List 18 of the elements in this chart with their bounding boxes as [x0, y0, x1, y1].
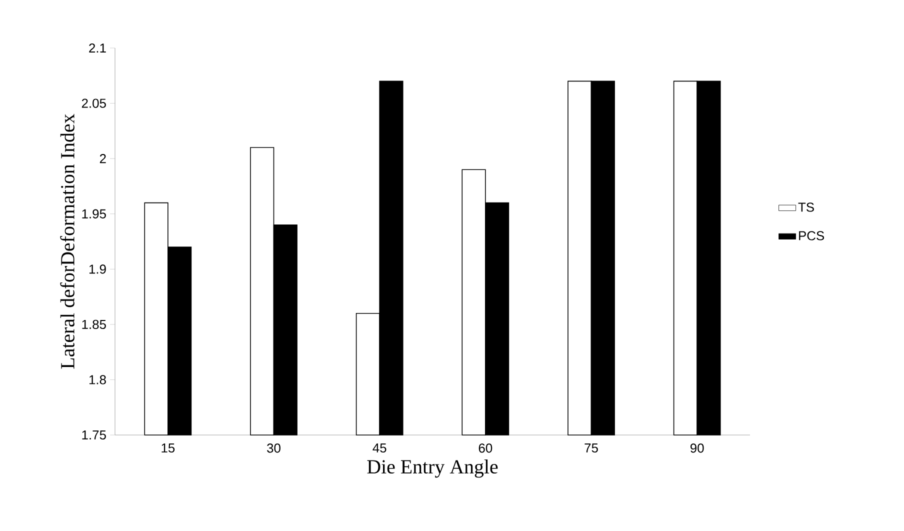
x-axis-title: Die Entry Angle: [367, 460, 498, 478]
y-tick-label: 2: [100, 154, 106, 164]
y-tick-label: 1.8: [89, 375, 106, 384]
y-tick-label: 1.95: [82, 209, 106, 218]
y-tick-label: 1.75: [82, 430, 106, 440]
y-tick-label: 2.1: [89, 43, 106, 53]
y-axis-title: Lateral deforDeformation Index: [60, 114, 74, 369]
legend-label: PCS: [799, 231, 824, 240]
y-tick-label: 1.9: [89, 264, 106, 274]
x-tick-label: 15: [162, 444, 175, 453]
legend-label: TS: [798, 202, 814, 212]
x-tick-label: 60: [478, 444, 492, 453]
x-tick-label: 45: [372, 444, 386, 453]
x-tick-label: 30: [267, 444, 280, 453]
x-tick-label: 75: [584, 444, 598, 453]
x-tick-label: 90: [690, 444, 704, 453]
y-tick-label: 2.05: [82, 98, 106, 108]
y-tick-label: 1.85: [82, 320, 106, 330]
